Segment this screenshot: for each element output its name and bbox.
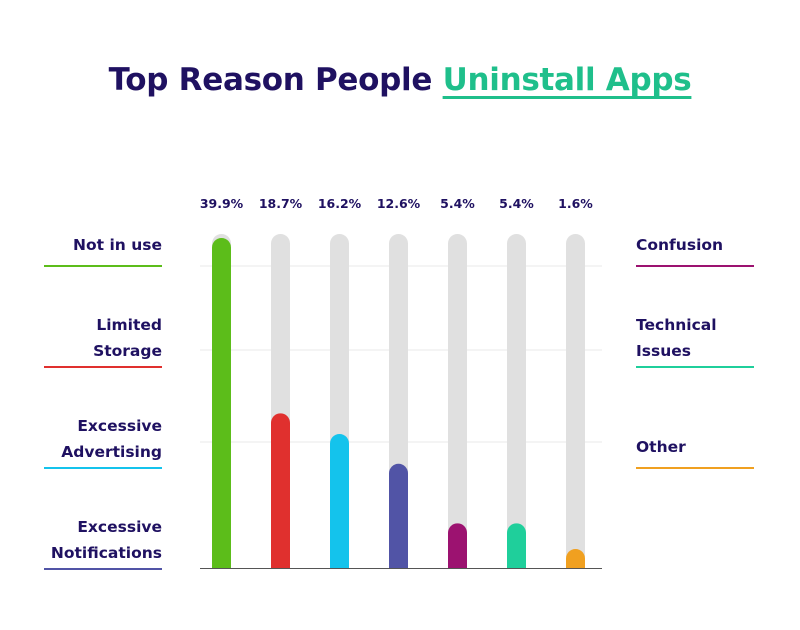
legend-label: Storage xyxy=(93,342,162,360)
bar-base-not-in-use xyxy=(212,558,231,568)
bar-track-technical-issues xyxy=(507,234,526,568)
bar-base-technical-issues xyxy=(507,558,526,568)
legend-swatch-not-in-use xyxy=(44,265,162,267)
data-label-technical-issues: 5.4% xyxy=(499,196,534,211)
bar-confusion xyxy=(448,523,467,568)
data-label-excessive-notifications: 12.6% xyxy=(377,196,421,211)
legend-item-excessive-advertising: Excessive Advertising xyxy=(44,413,162,465)
legend-label: Notifications xyxy=(50,544,162,562)
legend-label: Confusion xyxy=(636,236,724,254)
data-label-other: 1.6% xyxy=(558,196,593,211)
legend-label: Issues xyxy=(636,342,691,360)
legend-swatch-excessive-advertising xyxy=(44,467,162,469)
legend-label: Excessive xyxy=(77,417,162,435)
bar-base-other xyxy=(566,558,585,568)
legend-item-technical-issues: Technical Issues xyxy=(636,312,754,364)
legend-label: Not in use xyxy=(73,236,162,254)
legend-item-confusion: Confusion xyxy=(636,232,754,258)
bar-base-confusion xyxy=(448,558,467,568)
legend-label: Limited xyxy=(96,316,162,334)
bar-limited-storage xyxy=(271,413,290,568)
chart-title-highlight: Uninstall Apps xyxy=(442,62,692,98)
legend-label: Advertising xyxy=(61,443,162,461)
chart-title-main: Top Reason People xyxy=(108,62,433,98)
data-label-not-in-use: 39.9% xyxy=(200,196,244,211)
bar-base-limited-storage xyxy=(271,558,290,568)
chart-title: Top Reason People Uninstall Apps xyxy=(0,62,800,98)
legend-swatch-confusion xyxy=(636,265,754,267)
bar-track-other xyxy=(566,234,585,568)
legend-swatch-excessive-notifications xyxy=(44,568,162,570)
data-label-limited-storage: 18.7% xyxy=(259,196,303,211)
bar-base-excessive-advertising xyxy=(330,558,349,568)
legend-label: Excessive xyxy=(77,518,162,536)
bar-not-in-use xyxy=(212,238,231,568)
data-label-excessive-advertising: 16.2% xyxy=(318,196,362,211)
data-label-confusion: 5.4% xyxy=(440,196,475,211)
legend-item-not-in-use: Not in use xyxy=(44,232,162,258)
legend-item-excessive-notifications: Excessive Notifications xyxy=(44,514,162,566)
bar-base-excessive-notifications xyxy=(389,558,408,568)
legend-swatch-other xyxy=(636,467,754,469)
legend-label: Technical xyxy=(636,316,717,334)
legend-swatch-limited-storage xyxy=(44,366,162,368)
legend-item-limited-storage: Limited Storage xyxy=(44,312,162,364)
bar-excessive-advertising xyxy=(330,434,349,568)
legend-swatch-technical-issues xyxy=(636,366,754,368)
bar-track-confusion xyxy=(448,234,467,568)
bar-excessive-notifications xyxy=(389,463,408,568)
bar-technical-issues xyxy=(507,523,526,568)
legend-label: Other xyxy=(636,438,686,456)
legend-item-other: Other xyxy=(636,434,754,460)
